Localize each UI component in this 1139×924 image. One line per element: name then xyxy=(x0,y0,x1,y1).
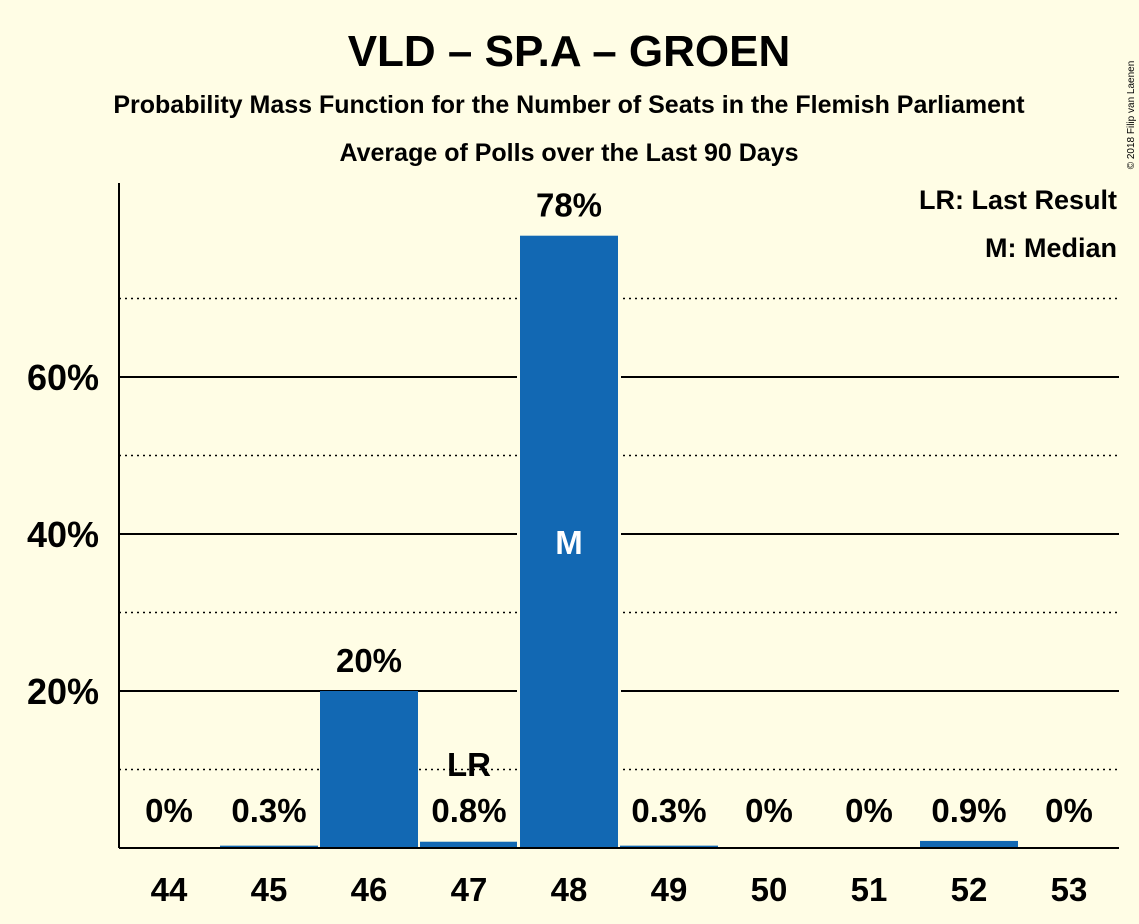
bar-49 xyxy=(620,845,718,848)
bar-52 xyxy=(920,840,1018,848)
y-tick-label: 20% xyxy=(27,671,99,712)
data-label-49: 0.3% xyxy=(631,792,706,829)
x-tick-label: 52 xyxy=(951,871,988,908)
bar-47 xyxy=(420,841,518,848)
x-tick-label: 50 xyxy=(751,871,788,908)
x-tick-label: 51 xyxy=(851,871,888,908)
x-tick-label: 53 xyxy=(1051,871,1088,908)
legend-last-result: LR: Last Result xyxy=(919,185,1117,215)
bar-45 xyxy=(220,845,318,848)
copyright-text: © 2018 Filip van Laenen xyxy=(1126,61,1137,170)
data-label-44: 0% xyxy=(145,792,193,829)
y-tick-label: 40% xyxy=(27,514,99,555)
bar-46 xyxy=(320,691,418,848)
y-tick-label: 60% xyxy=(27,357,99,398)
data-label-47: 0.8% xyxy=(431,792,506,829)
legend-median: M: Median xyxy=(985,233,1117,263)
x-tick-label: 44 xyxy=(151,871,188,908)
data-label-48: 78% xyxy=(536,187,602,224)
data-label-46: 20% xyxy=(336,642,402,679)
median-marker: M xyxy=(555,524,583,561)
chart-title: VLD – SP.A – GROEN xyxy=(348,27,791,76)
data-label-51: 0% xyxy=(845,792,893,829)
x-tick-label: 46 xyxy=(351,871,388,908)
data-label-45: 0.3% xyxy=(231,792,306,829)
data-label-53: 0% xyxy=(1045,792,1093,829)
data-label-52: 0.9% xyxy=(931,792,1006,829)
data-labels: 0% 0.3% 20% 0.8% LR 78% M 0.3% 0% 0% 0.9% 0% xyxy=(145,187,1093,829)
data-label-50: 0% xyxy=(745,792,793,829)
chart-subtitle: Probability Mass Function for the Number… xyxy=(113,91,1025,119)
x-tick-label: 48 xyxy=(551,871,588,908)
bar-48 xyxy=(520,235,618,848)
chart-subtitle-2: Average of Polls over the Last 90 Days xyxy=(340,139,799,167)
x-tick-label: 49 xyxy=(651,871,688,908)
x-tick-label: 47 xyxy=(451,871,488,908)
bars xyxy=(220,235,1018,848)
x-tick-label: 45 xyxy=(251,871,288,908)
y-axis-labels: 20% 40% 60% xyxy=(27,357,99,712)
x-axis-labels: 44 45 46 47 48 49 50 51 52 53 xyxy=(151,871,1088,908)
last-result-marker: LR xyxy=(447,746,491,783)
